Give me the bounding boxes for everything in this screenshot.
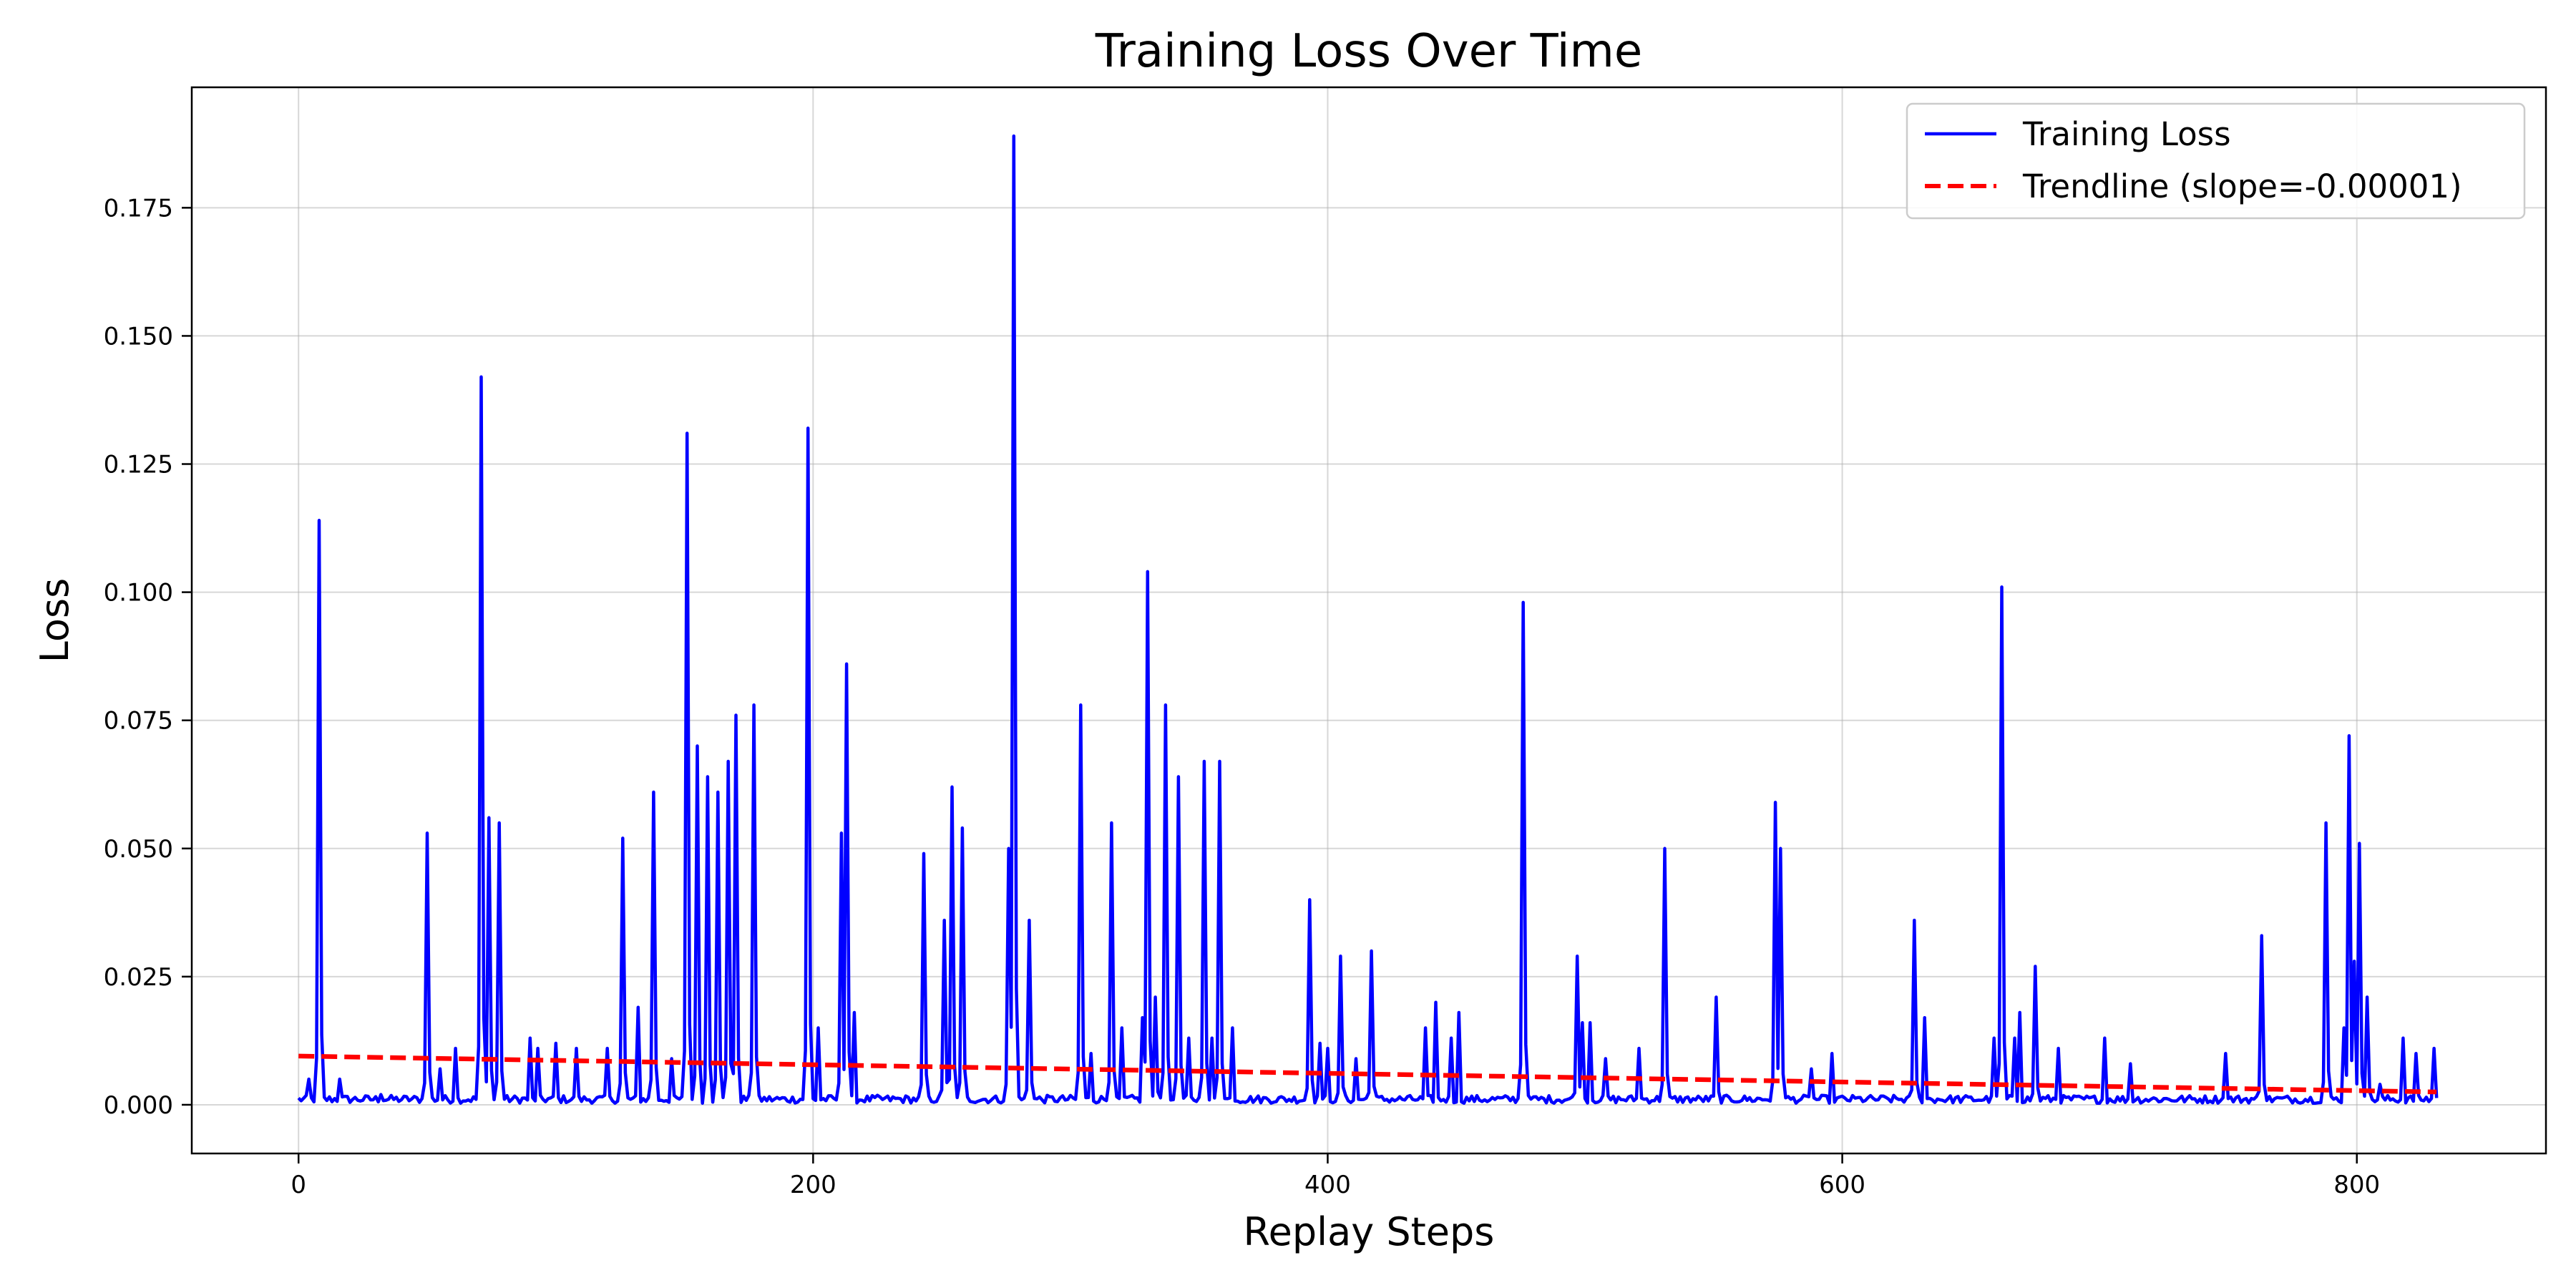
trendline bbox=[298, 1053, 2437, 1095]
training-loss-line bbox=[297, 134, 2439, 1106]
series-layer bbox=[297, 134, 2439, 1106]
legend: Training Loss Trendline (slope=-0.00001) bbox=[1906, 102, 2526, 220]
y-tick-label: 0.025 bbox=[104, 963, 173, 992]
legend-label-training-loss: Training Loss bbox=[2022, 115, 2231, 153]
trendline-layer bbox=[298, 1053, 2437, 1095]
grid-lines bbox=[192, 87, 2546, 1153]
ticks: 0 200 400 600 800 0.000 0.025 0.050 0.075 0.100 0.… bbox=[104, 194, 2381, 1199]
legend-label-trendline: Trendline (slope=-0.00001) bbox=[2022, 167, 2462, 205]
x-tick-label: 200 bbox=[790, 1171, 836, 1199]
y-tick-label: 0.000 bbox=[104, 1091, 173, 1120]
x-tick-label: 800 bbox=[2333, 1171, 2380, 1199]
x-axis-label: Replay Steps bbox=[1244, 1209, 1495, 1254]
chart-title: Training Loss Over Time bbox=[1095, 25, 1643, 78]
plot-frame bbox=[190, 86, 2547, 1155]
y-tick-label: 0.100 bbox=[104, 579, 173, 608]
legend-box bbox=[1906, 102, 2526, 220]
x-tick-label: 0 bbox=[291, 1171, 306, 1199]
y-tick-label: 0.175 bbox=[104, 194, 173, 223]
x-tick-label: 400 bbox=[1304, 1171, 1351, 1199]
y-tick-label: 0.125 bbox=[104, 451, 173, 479]
y-tick-label: 0.075 bbox=[104, 707, 173, 736]
x-tick-label: 600 bbox=[1819, 1171, 1865, 1199]
y-tick-label: 0.050 bbox=[104, 835, 173, 864]
y-tick-label: 0.150 bbox=[104, 322, 173, 351]
y-axis-label: Loss bbox=[32, 578, 77, 663]
